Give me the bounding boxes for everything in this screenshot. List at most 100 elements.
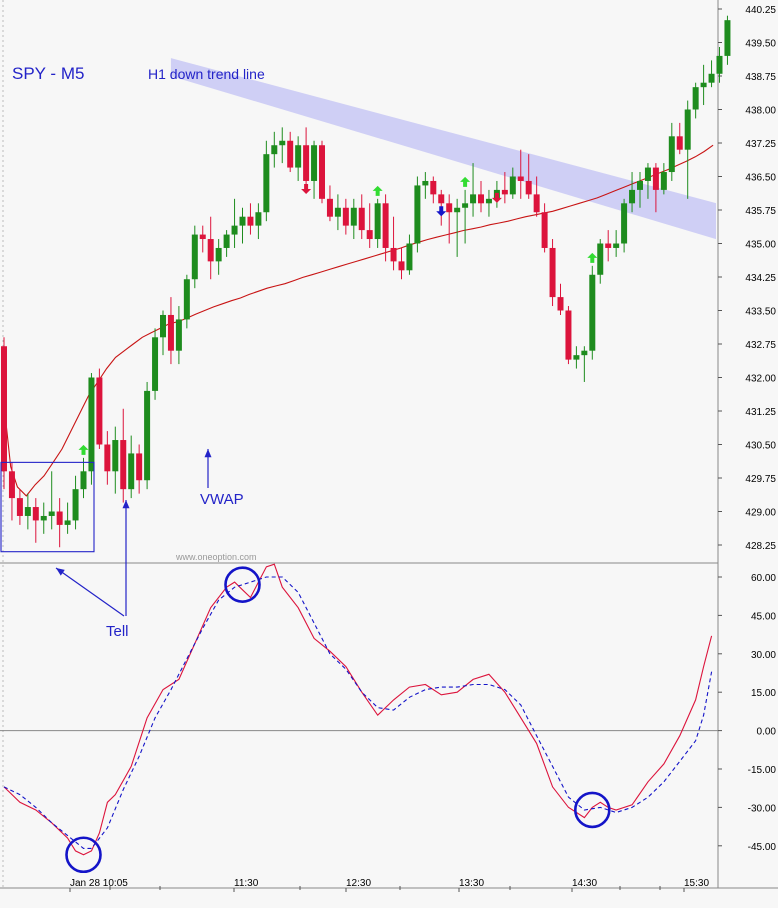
candle: [692, 82, 699, 119]
highlight-circle: [224, 566, 261, 603]
signal-arrow-down: [436, 206, 447, 217]
candle: [191, 225, 198, 289]
candle: [334, 194, 341, 231]
candle: [382, 194, 389, 262]
trend-band: [170, 58, 716, 240]
candle: [40, 502, 47, 534]
candlesticks: [1, 15, 731, 548]
candle: [557, 283, 564, 315]
vwap-label: VWAP: [200, 491, 244, 508]
price-tick-label: 432.75: [745, 340, 776, 351]
price-tick-label: 428.25: [745, 541, 776, 552]
candle: [478, 180, 484, 213]
candle: [231, 198, 238, 248]
price-tick-label: 434.25: [745, 273, 776, 284]
osc-series-solid: [3, 563, 713, 856]
candle: [414, 176, 421, 253]
candle: [676, 122, 683, 155]
candle: [295, 136, 302, 181]
candle: [422, 172, 429, 199]
candle: [80, 457, 87, 499]
signal-arrow-up: [460, 176, 471, 187]
candle: [390, 216, 397, 271]
candle: [104, 431, 111, 485]
price-tick-label: 435.00: [745, 240, 776, 251]
candle: [120, 408, 127, 503]
candle: [700, 64, 707, 106]
candle: [1, 337, 7, 490]
candle: [32, 498, 39, 543]
time-axis: Jan 28 10:05 11:30 12:30 13:30 14:30 15:30: [69, 878, 709, 892]
candle: [398, 247, 405, 280]
signal-arrow-up: [372, 185, 383, 196]
candle: [358, 194, 365, 240]
osc-tick-label: 15.00: [751, 688, 776, 699]
tell-arrow-candle-head: [122, 500, 130, 509]
vwap-line: [3, 144, 714, 497]
osc-tick-label: -30.00: [748, 803, 777, 814]
signal-arrows: [78, 176, 598, 455]
price-tick-label: 440.25: [745, 5, 776, 16]
osc-tick-label: 30.00: [751, 650, 776, 661]
candle: [621, 198, 628, 253]
candle: [112, 426, 119, 494]
candle: [72, 475, 79, 530]
candle: [160, 310, 166, 356]
candle: [128, 435, 135, 499]
tell-box: [0, 461, 95, 553]
signal-arrow-up: [587, 252, 598, 263]
candle: [716, 46, 723, 83]
price-tick-label: 433.50: [745, 307, 776, 318]
candle: [255, 203, 262, 240]
candle: [406, 234, 413, 275]
tell-label: Tell: [106, 623, 129, 640]
candle: [326, 185, 333, 222]
candle: [485, 189, 492, 217]
watermark: www.oneoption.com: [175, 552, 257, 562]
price-tick-label: 438.00: [745, 106, 776, 117]
osc-tick-label: 60.00: [751, 573, 776, 584]
candle: [152, 328, 159, 400]
time-tick-label: 15:30: [684, 878, 709, 889]
candle: [668, 122, 675, 181]
time-tick-label: 14:30: [572, 878, 597, 889]
osc-tick-label: -45.00: [748, 842, 777, 853]
candle: [605, 230, 612, 262]
tell-arrow-box-head: [56, 568, 65, 576]
candle: [629, 172, 636, 213]
time-tick-label: Jan 28 10:05: [70, 878, 128, 889]
candle: [573, 346, 580, 369]
price-tick-label: 429.00: [745, 508, 776, 519]
candle: [8, 462, 15, 521]
time-tick-label: 12:30: [346, 878, 371, 889]
candle: [215, 239, 222, 275]
candle: [223, 230, 230, 257]
candle: [637, 172, 643, 208]
candle: [342, 198, 349, 235]
candle: [319, 140, 325, 204]
candle: [724, 15, 731, 65]
trend-label: H1 down trend line: [148, 66, 265, 82]
price-tick-label: 439.50: [745, 39, 776, 50]
vwap-arrow-head: [204, 448, 212, 458]
annotations: [0, 448, 611, 874]
candle: [16, 489, 23, 525]
candle: [589, 265, 596, 360]
time-tick-label: 13:30: [459, 878, 484, 889]
candle: [350, 198, 357, 240]
candle: [581, 346, 588, 382]
candle: [88, 373, 95, 485]
candle: [525, 154, 532, 199]
signal-arrow-up: [78, 444, 89, 455]
price-axis: 440.25 439.50 438.75 438.00 437.25 436.50 435.…: [718, 5, 776, 552]
candle: [311, 140, 318, 199]
candle: [501, 172, 508, 204]
candle: [136, 444, 143, 494]
candle: [64, 502, 71, 534]
time-tick-label: 11:30: [234, 878, 259, 889]
osc-tick-label: 0.00: [757, 727, 777, 738]
candle: [454, 198, 461, 257]
candle: [366, 203, 373, 248]
candle: [509, 167, 516, 199]
